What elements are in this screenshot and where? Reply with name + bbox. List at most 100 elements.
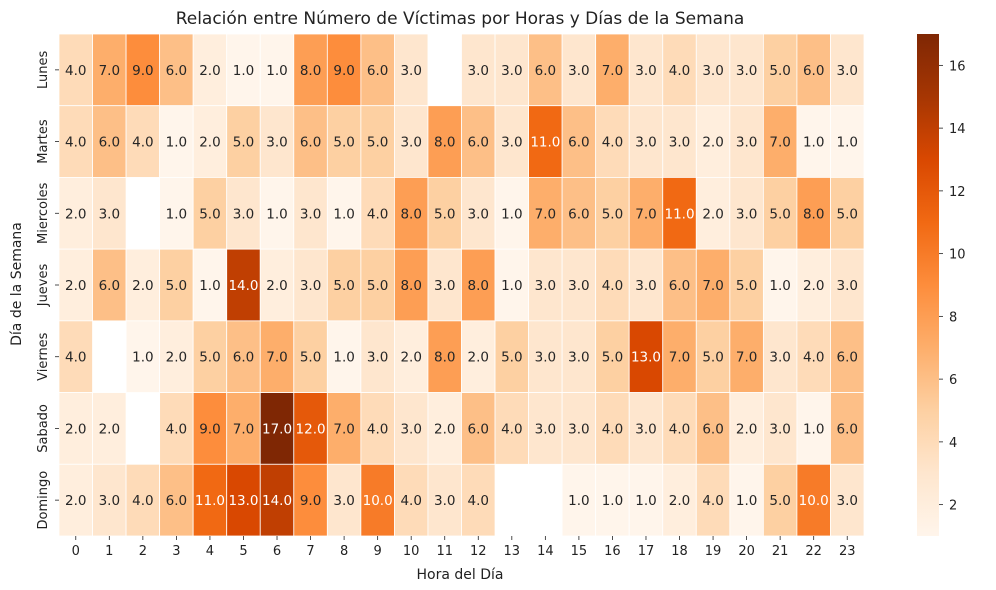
x-tick-label: 17 bbox=[638, 544, 655, 559]
x-tick-label: 12 bbox=[470, 544, 487, 559]
cell-value-label: 7.0 bbox=[702, 278, 723, 294]
heatmap-cell bbox=[494, 105, 529, 178]
cell-value-label: 1.0 bbox=[635, 493, 656, 509]
cell-value-label: 13.0 bbox=[228, 493, 258, 509]
heatmap-cell bbox=[159, 392, 194, 465]
colorbar-tick-label: 10 bbox=[949, 248, 966, 263]
heatmap-cell bbox=[695, 33, 731, 107]
heatmap-cell bbox=[159, 177, 194, 250]
colorbar-gradient bbox=[917, 34, 939, 536]
y-tick-label: Jueves bbox=[36, 264, 51, 308]
heatmap-cell bbox=[125, 320, 161, 393]
cell-value-label: 3.0 bbox=[736, 206, 757, 222]
heatmap-cell bbox=[259, 463, 295, 537]
cell-value-label: 4.0 bbox=[468, 493, 489, 509]
heatmap-cell bbox=[226, 33, 261, 107]
heatmap-cell bbox=[92, 105, 127, 178]
cell-value-label: 4.0 bbox=[65, 350, 86, 366]
cell-value-label: 3.0 bbox=[769, 350, 790, 366]
heatmap-cell bbox=[796, 177, 831, 250]
cell-value-label: 8.0 bbox=[300, 63, 321, 79]
cell-value-label: 1.0 bbox=[602, 493, 623, 509]
cell-value-label: 14.0 bbox=[262, 493, 292, 509]
heatmap-cell bbox=[360, 33, 395, 107]
heatmap-cell bbox=[628, 248, 664, 322]
cell-value-label: 4.0 bbox=[65, 135, 86, 151]
heatmap-cell bbox=[528, 33, 563, 107]
y-tick-label: Viernes bbox=[36, 332, 51, 381]
cell-value-label: 2.0 bbox=[702, 135, 723, 151]
cell-value-label: 12.0 bbox=[296, 421, 326, 437]
cell-value-label: 3.0 bbox=[568, 421, 589, 437]
cell-value-label: 3.0 bbox=[300, 206, 321, 222]
cell-value-label: 3.0 bbox=[434, 278, 455, 294]
heatmap-cell bbox=[226, 392, 261, 465]
heatmap-cell bbox=[58, 392, 93, 465]
heatmap-cell bbox=[394, 392, 429, 465]
cell-value-label: 4.0 bbox=[367, 206, 388, 222]
cell-value-label: 1.0 bbox=[166, 135, 187, 151]
heatmap-cell bbox=[125, 248, 161, 322]
heatmap-cell bbox=[360, 392, 395, 465]
heatmap-cell bbox=[92, 463, 127, 537]
heatmap-cell bbox=[729, 33, 764, 107]
cell-value-label: 2.0 bbox=[65, 421, 86, 437]
cell-value-label: 3.0 bbox=[266, 135, 287, 151]
heatmap-cell bbox=[494, 392, 529, 465]
heatmap-cell bbox=[595, 105, 630, 178]
heatmap-cell bbox=[293, 392, 328, 465]
cell-value-label: 3.0 bbox=[367, 350, 388, 366]
heatmap-cell bbox=[259, 392, 295, 465]
cell-value-label: 7.0 bbox=[233, 421, 254, 437]
heatmap-cell bbox=[326, 320, 362, 393]
cell-value-label: 2.0 bbox=[132, 278, 153, 294]
cell-value-label: 1.0 bbox=[568, 493, 589, 509]
heatmap-cell bbox=[58, 33, 93, 107]
heatmap-cell bbox=[830, 105, 865, 178]
y-tick-label: Sabado bbox=[36, 404, 51, 453]
cell-value-label: 6.0 bbox=[702, 421, 723, 437]
y-axis-ticks: Lunes Martes Miercoles Jueves Viernes Sabado D… bbox=[36, 50, 59, 529]
cell-value-label: 3.0 bbox=[468, 206, 489, 222]
cell-value-label: 7.0 bbox=[266, 350, 287, 366]
x-tick-label: 5 bbox=[239, 544, 247, 559]
y-tick-label: Miercoles bbox=[36, 182, 51, 244]
heatmap-cell bbox=[293, 177, 328, 250]
cell-value-label: 7.0 bbox=[535, 206, 556, 222]
x-tick-label: 10 bbox=[403, 544, 420, 559]
x-tick-label: 6 bbox=[273, 544, 281, 559]
heatmap-cell bbox=[192, 392, 228, 465]
heatmap-cell bbox=[695, 177, 731, 250]
cell-value-label: 3.0 bbox=[99, 206, 120, 222]
heatmap-cells: 4.0 7.0 9.0 6.0 2.0 1.0 1.0 8.0 9.0 6.0 3.0 3.0 3.0 6… bbox=[58, 33, 865, 537]
x-tick-label: 3 bbox=[172, 544, 180, 559]
cell-value-label: 2.0 bbox=[669, 493, 690, 509]
heatmap-cell bbox=[561, 392, 597, 465]
colorbar-tick-label: 14 bbox=[949, 122, 966, 137]
cell-value-label: 2.0 bbox=[803, 278, 824, 294]
heatmap-cell bbox=[461, 33, 496, 107]
cell-value-label: 11.0 bbox=[195, 493, 225, 509]
x-tick-label: 23 bbox=[839, 544, 856, 559]
cell-value-label: 6.0 bbox=[367, 63, 388, 79]
y-axis-label: Día de la Semana bbox=[9, 222, 25, 346]
cell-value-label: 4.0 bbox=[803, 350, 824, 366]
cell-value-label: 8.0 bbox=[434, 135, 455, 151]
cell-value-label: 4.0 bbox=[602, 135, 623, 151]
heatmap-cell bbox=[494, 248, 529, 322]
x-tick-label: 4 bbox=[206, 544, 214, 559]
heatmap-cell bbox=[729, 177, 764, 250]
cell-value-label: 4.0 bbox=[132, 493, 153, 509]
heatmap-cell bbox=[796, 33, 831, 107]
cell-value-label: 1.0 bbox=[501, 278, 522, 294]
heatmap-cell bbox=[293, 463, 328, 537]
cell-value-label: 2.0 bbox=[736, 421, 757, 437]
cell-value-label: 3.0 bbox=[535, 421, 556, 437]
x-tick-label: 8 bbox=[340, 544, 348, 559]
x-axis-label: Hora del Día bbox=[417, 567, 504, 583]
heatmap-cell bbox=[326, 248, 362, 322]
heatmap-cell bbox=[226, 105, 261, 178]
cell-value-label: 7.0 bbox=[333, 421, 354, 437]
heatmap-cell bbox=[226, 248, 261, 322]
